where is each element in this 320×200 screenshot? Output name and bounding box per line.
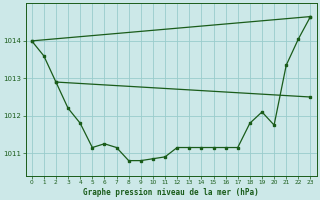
X-axis label: Graphe pression niveau de la mer (hPa): Graphe pression niveau de la mer (hPa) bbox=[83, 188, 259, 197]
